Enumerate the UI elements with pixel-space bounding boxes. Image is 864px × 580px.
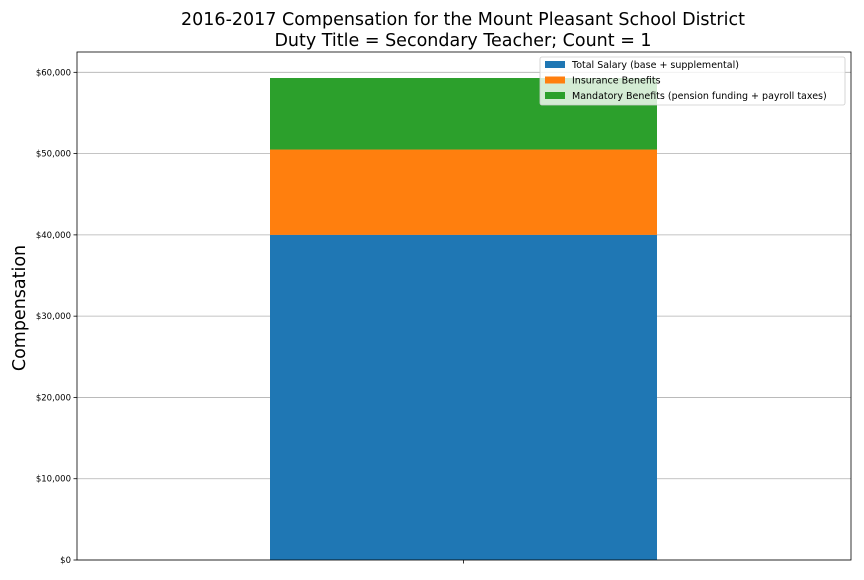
bar-segment-2 (270, 149, 657, 235)
y-tick-label: $50,000 (36, 150, 71, 160)
chart-title-line-1: 2016-2017 Compensation for the Mount Ple… (181, 10, 745, 30)
legend-box (539, 56, 846, 106)
y-axis-label: Compensation (10, 245, 30, 371)
y-tick-label: $10,000 (36, 475, 71, 485)
legend: Total Salary (base + supplemental) Insura… (539, 56, 846, 106)
plot-frame (76, 51, 852, 561)
y-tick-label: $20,000 (36, 393, 71, 403)
legend-swatch-3 (545, 92, 565, 99)
y-tick-label: $0 (60, 556, 71, 566)
legend-swatch-2 (545, 76, 565, 84)
y-tick-label: $30,000 (36, 312, 71, 322)
legend-label-2: Insurance Benefits (572, 76, 661, 87)
bar-segment-1 (270, 234, 657, 560)
bars-layer (270, 78, 657, 560)
legend-label-3: Mandatory Benefits (pension funding + pa… (572, 91, 827, 102)
legend-swatch-1 (545, 61, 565, 68)
legend-label-1: Total Salary (base + supplemental) (571, 60, 739, 71)
y-tick-label: $60,000 (36, 68, 71, 78)
ticks-layer: $0 $10,000 $20,000 $30,000 $40,000 $50,000 $60… (36, 68, 464, 566)
chart-title-line-2: Duty Title = Secondary Teacher; Count = … (274, 31, 651, 51)
y-tick-label: $40,000 (36, 231, 71, 241)
